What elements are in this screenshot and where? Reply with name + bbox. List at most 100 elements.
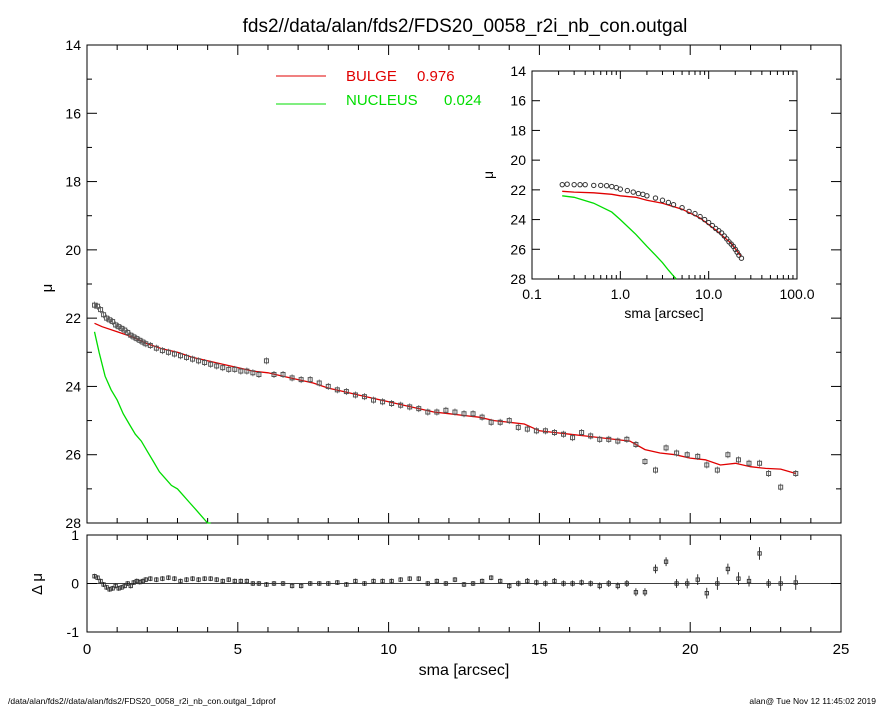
residual-x-tick-label: 10 [380,641,397,658]
inset-y-tick-label: 20 [510,152,526,168]
nucleus-line [93,331,211,524]
residual-point [264,582,269,587]
residual-x-tick-label: 0 [83,641,91,658]
residual-point [642,590,648,595]
inset-data-point [659,197,666,203]
residual-y-tick-label: 0 [71,576,79,592]
residual-point [380,578,385,584]
residual-point [715,581,720,586]
legend-nucleus-name: NUCLEUS [346,92,418,109]
residual-point [695,577,700,582]
inset-y-tick-label: 18 [510,122,526,138]
residual-point [190,576,195,581]
main-y-axis-label: μ [39,284,56,293]
inset-y-tick-label: 22 [510,182,526,198]
residual-point [389,578,394,584]
residual-point [95,575,100,580]
residual-point [128,583,133,589]
residual-point [298,583,304,589]
residual-point [407,576,412,581]
residual-point [289,583,295,589]
residual-point [633,590,639,595]
residual-point [452,577,458,582]
residual-point [663,559,669,564]
residual-point [178,578,183,584]
legend-nucleus-value: 0.024 [444,92,482,109]
inset-y-tick-label: 14 [510,63,526,79]
residual-x-tick-label: 25 [833,641,850,658]
residual-point [172,576,177,581]
residual-point [736,576,741,581]
residual-point [778,581,783,586]
inset-x-tick-label: 10.0 [695,286,722,302]
residual-y-tick-label: 1 [71,527,79,543]
inset-data-point [582,181,588,188]
inset-data-point [617,186,624,192]
inset-data-point [670,202,677,208]
inset-data-point [697,213,703,220]
inset-data-point [701,216,708,223]
main-y-tick-label: 28 [65,515,81,531]
residual-point [98,578,103,584]
residual-point [498,578,503,584]
inset-data-point [591,182,597,189]
chart-title: fds2//data/alan/fds2/FDS20_0058_r2i_nb_c… [243,16,688,37]
residual-point [746,578,752,584]
legend-bulge-name: BULGE [346,68,397,85]
residual-point [110,586,115,591]
residual-point [154,577,159,582]
residual-point [143,577,148,582]
inset-plot-frame [531,70,798,280]
residual-point [256,581,262,586]
residual-point [606,581,611,586]
residual-point [398,577,403,582]
residual-point [425,581,430,586]
residual-y-tick-label: -1 [67,624,80,640]
inset-data-point [665,199,672,206]
inset-data-point [598,182,604,189]
inset-data-point [692,210,698,217]
main-y-tick-label: 16 [65,105,81,121]
residual-point [308,581,313,586]
inset-data-point [679,204,685,211]
main-y-tick-label: 18 [65,174,81,190]
residual-point [507,583,512,589]
footer-timestamp: alan@ Tue Nov 12 11:45:02 2019 [749,696,876,706]
residual-point [543,581,548,586]
residual-point [271,581,277,586]
residual-point [196,577,201,582]
residual-point [516,581,521,586]
residual-point [534,580,539,585]
residual-point [579,580,584,585]
footer-file-path: /data/alan/fds2//data/alan/fds2/FDS20_00… [8,696,276,706]
residual-x-tick-label: 20 [682,641,699,658]
residual-point [479,578,485,584]
residual-point [238,578,243,584]
residual-point [326,581,331,586]
residual-y-axis-label: Δ μ [29,573,46,595]
residual-point [344,582,349,587]
residual-point [757,551,762,556]
residual-point [202,576,207,581]
residual-point [461,582,467,587]
residual-point [226,577,231,582]
residual-point [184,577,189,582]
main-y-tick-label: 22 [65,310,81,326]
residual-point [208,576,213,581]
residual-point [561,581,566,586]
residual-point [125,581,130,586]
residual-point [704,591,709,596]
inset-y-tick-label: 26 [510,241,526,257]
main-y-tick-label: 26 [65,447,81,463]
residual-point [470,581,476,586]
residual-point [362,581,367,586]
residual-point [674,581,679,586]
inset-data-point [564,181,570,187]
inset-data-point [624,187,631,194]
residual-point [280,581,286,586]
residual-point [525,578,530,584]
inset-data-point [571,181,577,188]
inset-data-point [705,219,712,226]
residual-point [101,582,106,587]
